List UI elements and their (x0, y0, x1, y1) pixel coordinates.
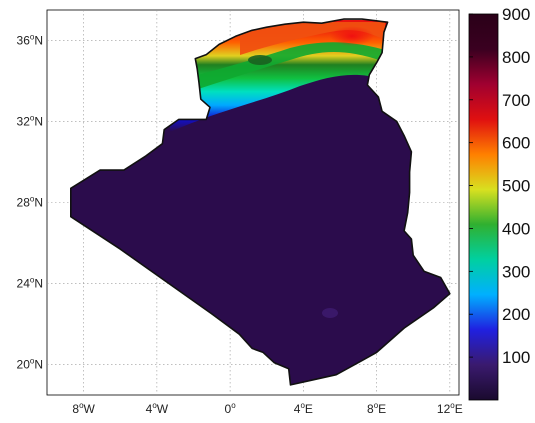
latitude-tick-label: 20oN (17, 357, 43, 372)
colorbar-tick-label: 900 (502, 5, 530, 24)
field-warm-core (240, 22, 385, 55)
field-hotspot (330, 26, 374, 46)
longitude-tick-label: 8oW (72, 401, 95, 416)
country-border (70, 18, 451, 386)
longitude-tick-label: 4oE (294, 401, 313, 416)
field-green-band (180, 42, 385, 95)
colorbar-tick-labels: 100 200 300 400 500 600 700 800 900 (469, 5, 530, 367)
field-dark-core (248, 55, 272, 65)
latitude-labels: 36oN 32oN 28oN 24oN 20oN (17, 32, 43, 371)
colorbar-tick-label: 400 (502, 219, 530, 238)
field-hoggar-spot (322, 308, 338, 318)
latitude-tick-label: 32oN (17, 113, 43, 128)
latitude-tick-label: 28oN (17, 195, 43, 210)
colorbar-tick-label: 300 (502, 262, 530, 281)
colorbar: 100 200 300 400 500 600 700 800 900 (468, 5, 530, 401)
longitude-tick-label: 0o (225, 401, 237, 416)
latitude-tick-label: 24oN (17, 276, 43, 291)
longitude-tick-label: 8oE (367, 401, 386, 416)
colorbar-tick-label: 200 (502, 305, 530, 324)
colorbar-tick-label: 500 (502, 177, 530, 196)
latitude-tick-label: 36oN (17, 32, 43, 47)
map-plot-area: 36oN 32oN 28oN 24oN 20oN 8oW 4oW 0o 4oE 8oE 12oE (17, 9, 463, 416)
longitude-tick-label: 4oW (146, 401, 169, 416)
colorbar-tick-label: 700 (502, 91, 530, 110)
colorbar-tick-label: 600 (502, 134, 530, 153)
longitude-labels: 8oW 4oW 0o 4oE 8oE 12oE (72, 401, 462, 416)
colorbar-tick-label: 100 (502, 348, 530, 367)
colorbar-tick-label: 800 (502, 48, 530, 67)
longitude-tick-label: 12oE (437, 401, 463, 416)
colorbar-gradient (468, 13, 499, 401)
